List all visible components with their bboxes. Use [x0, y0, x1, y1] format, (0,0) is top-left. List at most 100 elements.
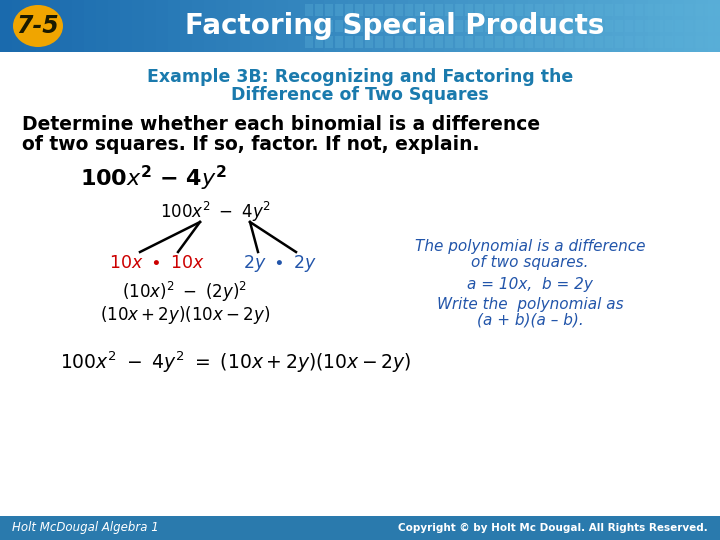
FancyBboxPatch shape [395, 4, 403, 16]
FancyBboxPatch shape [475, 36, 483, 48]
FancyBboxPatch shape [685, 36, 693, 48]
FancyBboxPatch shape [605, 20, 613, 32]
FancyBboxPatch shape [365, 4, 373, 16]
Text: Write the  polynomial as: Write the polynomial as [437, 296, 624, 312]
Bar [696, 0, 709, 52]
Bar [120, 0, 133, 52]
Bar [576, 0, 589, 52]
Bar [0, 516, 720, 540]
FancyBboxPatch shape [345, 4, 353, 16]
Bar [540, 0, 553, 52]
Bar [240, 0, 253, 52]
FancyBboxPatch shape [705, 4, 713, 16]
FancyBboxPatch shape [515, 4, 523, 16]
FancyBboxPatch shape [585, 36, 593, 48]
Bar [612, 0, 625, 52]
Text: $(10x+2y)(10x-2y)$: $(10x+2y)(10x-2y)$ [100, 304, 270, 326]
FancyBboxPatch shape [685, 20, 693, 32]
FancyBboxPatch shape [415, 4, 423, 16]
Bar [144, 0, 157, 52]
FancyBboxPatch shape [715, 4, 720, 16]
FancyBboxPatch shape [545, 36, 553, 48]
FancyBboxPatch shape [315, 4, 323, 16]
FancyBboxPatch shape [375, 20, 383, 32]
FancyBboxPatch shape [615, 4, 623, 16]
Bar [36, 0, 49, 52]
FancyBboxPatch shape [515, 20, 523, 32]
FancyBboxPatch shape [555, 36, 563, 48]
Bar [492, 0, 505, 52]
FancyBboxPatch shape [505, 36, 513, 48]
Bar [384, 0, 397, 52]
FancyBboxPatch shape [485, 4, 493, 16]
FancyBboxPatch shape [355, 20, 363, 32]
FancyBboxPatch shape [695, 36, 703, 48]
Bar [684, 0, 697, 52]
FancyBboxPatch shape [385, 4, 393, 16]
Bar [504, 0, 517, 52]
Text: Determine whether each binomial is a difference: Determine whether each binomial is a dif… [22, 116, 540, 134]
Text: $(10x)^{2}\ -\ (2y)^{2}$: $(10x)^{2}\ -\ (2y)^{2}$ [122, 280, 248, 304]
FancyBboxPatch shape [435, 20, 443, 32]
FancyBboxPatch shape [325, 4, 333, 16]
FancyBboxPatch shape [305, 4, 313, 16]
FancyBboxPatch shape [455, 36, 463, 48]
Bar [12, 0, 25, 52]
Bar [300, 0, 313, 52]
Bar [708, 0, 720, 52]
Bar [588, 0, 601, 52]
Bar [336, 0, 349, 52]
FancyBboxPatch shape [655, 4, 663, 16]
FancyBboxPatch shape [505, 20, 513, 32]
FancyBboxPatch shape [425, 4, 433, 16]
Bar [672, 0, 685, 52]
FancyBboxPatch shape [385, 36, 393, 48]
Text: $10x\ \bullet\ 10x$: $10x\ \bullet\ 10x$ [109, 254, 205, 272]
FancyBboxPatch shape [465, 36, 473, 48]
Bar [468, 0, 481, 52]
FancyBboxPatch shape [665, 36, 673, 48]
FancyBboxPatch shape [445, 36, 453, 48]
Bar [456, 0, 469, 52]
FancyBboxPatch shape [715, 36, 720, 48]
FancyBboxPatch shape [515, 36, 523, 48]
Bar [528, 0, 541, 52]
Bar [432, 0, 445, 52]
Ellipse shape [13, 5, 63, 47]
FancyBboxPatch shape [355, 36, 363, 48]
Bar [636, 0, 649, 52]
FancyBboxPatch shape [575, 4, 583, 16]
Bar [276, 0, 289, 52]
Text: Factoring Special Products: Factoring Special Products [185, 12, 605, 40]
Bar [624, 0, 637, 52]
FancyBboxPatch shape [535, 36, 543, 48]
FancyBboxPatch shape [355, 4, 363, 16]
Text: of two squares.: of two squares. [472, 254, 589, 269]
Bar [192, 0, 205, 52]
FancyBboxPatch shape [335, 20, 343, 32]
Bar [228, 0, 241, 52]
FancyBboxPatch shape [405, 4, 413, 16]
FancyBboxPatch shape [625, 4, 633, 16]
FancyBboxPatch shape [495, 4, 503, 16]
Bar [444, 0, 457, 52]
Bar [204, 0, 217, 52]
FancyBboxPatch shape [335, 36, 343, 48]
FancyBboxPatch shape [415, 36, 423, 48]
Text: The polynomial is a difference: The polynomial is a difference [415, 239, 645, 253]
FancyBboxPatch shape [445, 20, 453, 32]
FancyBboxPatch shape [495, 36, 503, 48]
Text: a = 10x,  b = 2y: a = 10x, b = 2y [467, 276, 593, 292]
FancyBboxPatch shape [565, 4, 573, 16]
FancyBboxPatch shape [605, 36, 613, 48]
FancyBboxPatch shape [605, 4, 613, 16]
Bar [180, 0, 193, 52]
FancyBboxPatch shape [435, 4, 443, 16]
FancyBboxPatch shape [505, 4, 513, 16]
Text: $100x^{2}\ -\ 4y^{2}\ =\ (10x+2y)(10x-2y)$: $100x^{2}\ -\ 4y^{2}\ =\ (10x+2y)(10x-2y… [60, 349, 412, 375]
FancyBboxPatch shape [485, 20, 493, 32]
Bar [516, 0, 529, 52]
FancyBboxPatch shape [665, 4, 673, 16]
FancyBboxPatch shape [365, 20, 373, 32]
FancyBboxPatch shape [375, 4, 383, 16]
